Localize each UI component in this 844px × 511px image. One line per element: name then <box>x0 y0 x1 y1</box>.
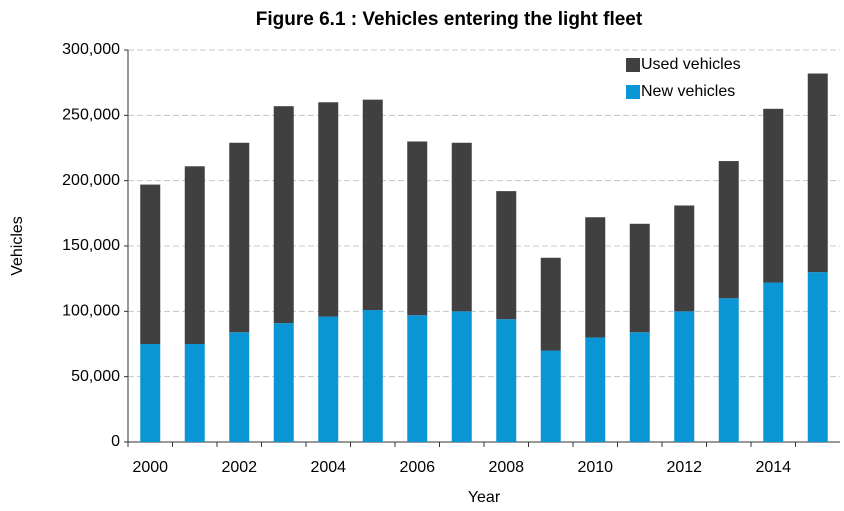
bar-segment <box>496 319 517 442</box>
x-tick-label: 2008 <box>488 459 524 476</box>
bar-segment <box>540 350 561 442</box>
x-tick-label: 2012 <box>666 459 702 476</box>
bar-segment <box>496 191 517 320</box>
y-tick-label: 100,000 <box>62 303 120 320</box>
x-tick-label: 2004 <box>310 459 346 476</box>
bar-segment <box>273 106 294 324</box>
x-tick-label: 2002 <box>221 459 257 476</box>
legend-swatch <box>626 85 640 99</box>
bar-segment <box>229 142 250 333</box>
x-tick-label: 2010 <box>577 459 613 476</box>
y-tick-label: 50,000 <box>71 368 120 385</box>
bar-segment <box>407 141 428 316</box>
bar-segment <box>318 102 339 317</box>
bar-segment <box>585 337 606 442</box>
y-tick-label: 300,000 <box>62 41 120 58</box>
bar-segment <box>585 217 606 338</box>
bar-segment <box>140 184 161 344</box>
x-tick-label: 2000 <box>132 459 168 476</box>
bar-segment <box>318 316 339 442</box>
chart-title: Figure 6.1 : Vehicles entering the light… <box>256 9 643 30</box>
y-tick-label: 200,000 <box>62 172 120 189</box>
bar-segment <box>629 223 650 333</box>
bar-segment <box>273 323 294 442</box>
bar-segment <box>629 332 650 442</box>
bar-segment <box>362 99 383 311</box>
y-axis-label: Vehicles <box>9 216 26 276</box>
bar-segment <box>451 311 472 442</box>
bar-segment <box>184 166 205 344</box>
bar-segment <box>184 344 205 442</box>
bar-segment <box>807 73 828 273</box>
y-tick-label: 0 <box>111 433 120 450</box>
bar-segment <box>407 315 428 442</box>
bar-segment <box>763 282 784 442</box>
y-tick-label: 250,000 <box>62 107 120 124</box>
bar-segment <box>674 311 695 442</box>
bar-segment <box>763 108 784 283</box>
bar-segment <box>674 205 695 312</box>
bar-segment <box>718 298 739 442</box>
x-tick-label: 2014 <box>755 459 791 476</box>
bar-segment <box>140 344 161 442</box>
bar-segment <box>229 332 250 442</box>
bar-segment <box>540 257 561 351</box>
x-axis-label: Year <box>468 489 501 506</box>
legend-swatch <box>626 58 640 72</box>
bar-segment <box>807 272 828 442</box>
legend-label: New vehicles <box>641 83 735 100</box>
bar-segment <box>451 142 472 312</box>
legend-label: Used vehicles <box>641 56 741 73</box>
y-tick-label: 150,000 <box>62 237 120 254</box>
bar-segment <box>362 310 383 442</box>
bar-segment <box>718 161 739 299</box>
x-tick-label: 2006 <box>399 459 435 476</box>
